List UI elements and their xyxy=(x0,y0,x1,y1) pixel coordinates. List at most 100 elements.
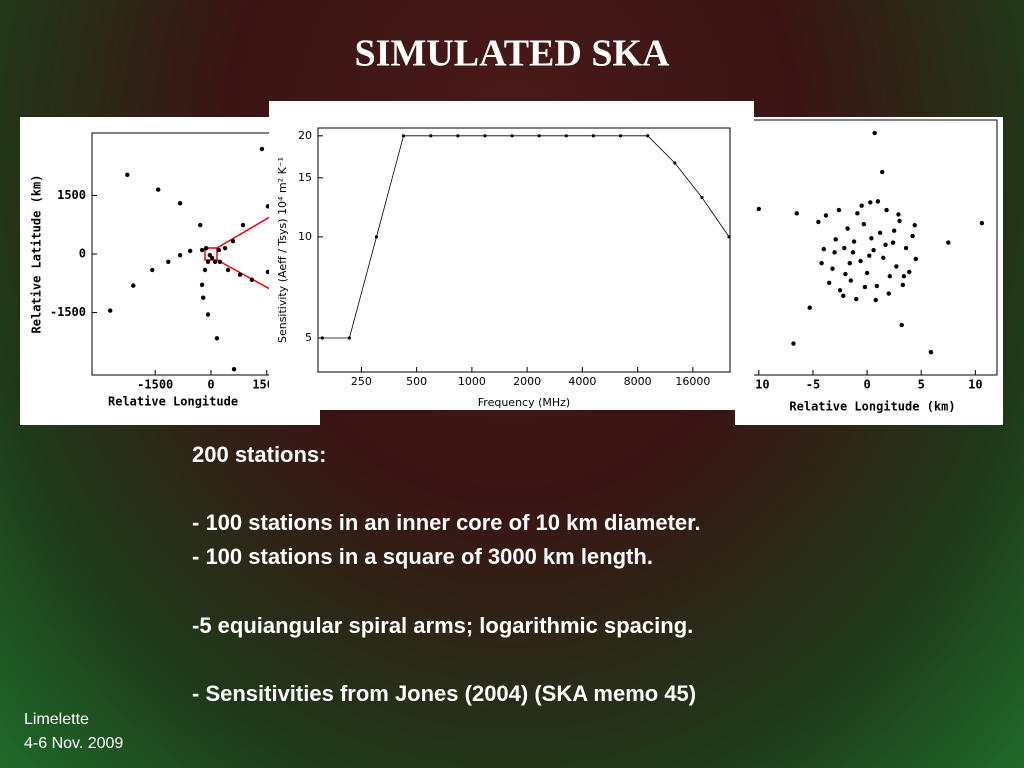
station xyxy=(877,230,883,236)
station xyxy=(946,240,951,245)
station xyxy=(979,220,985,226)
middle-panel: 250 500 1000 2000 4000 8000 16000 5 10 15 20 Freque… xyxy=(269,101,754,410)
station xyxy=(823,213,829,218)
station xyxy=(155,187,161,192)
line-point xyxy=(727,235,731,239)
station xyxy=(872,130,877,136)
sensitivity-line xyxy=(322,135,730,339)
x-tick-label: -1500 xyxy=(137,378,173,392)
station xyxy=(214,336,220,341)
x-tick-label: 8000 xyxy=(624,375,652,388)
zoom-box xyxy=(204,247,218,261)
x-tick-label: 10 xyxy=(968,378,982,392)
station xyxy=(836,207,842,213)
panel-background xyxy=(269,101,754,410)
station xyxy=(858,258,863,264)
panel-background xyxy=(735,117,1003,425)
line-point xyxy=(591,134,596,138)
station xyxy=(907,269,912,275)
station xyxy=(875,199,881,204)
station xyxy=(843,271,848,277)
x-tick-label: -5 xyxy=(806,378,820,392)
line-point xyxy=(618,134,623,138)
bullet: - 100 stations in a square of 3000 km le… xyxy=(192,544,653,569)
station xyxy=(240,222,246,228)
station xyxy=(864,270,870,276)
station xyxy=(225,267,231,273)
station xyxy=(177,201,183,206)
station xyxy=(791,341,796,346)
x-tick-label: 500 xyxy=(406,375,427,388)
station xyxy=(265,204,271,209)
station xyxy=(794,211,799,216)
y-axis-label: Sensitivity (Aeff / Tsys) 10⁴ m² K⁻¹ xyxy=(276,157,289,343)
station xyxy=(871,248,876,253)
station xyxy=(851,239,857,244)
station xyxy=(897,218,902,224)
x-tick-label: 4000 xyxy=(568,375,596,388)
station xyxy=(896,212,901,217)
station xyxy=(887,274,893,279)
station xyxy=(265,269,271,275)
station xyxy=(807,305,812,310)
line-point xyxy=(374,235,379,239)
station xyxy=(873,297,878,303)
station xyxy=(150,267,155,273)
station xyxy=(903,245,909,251)
station xyxy=(200,295,206,300)
station xyxy=(199,247,205,253)
x-tick-label: 2000 xyxy=(513,375,541,388)
line-point xyxy=(429,134,433,138)
y-tick-label: 15 xyxy=(298,171,312,184)
station xyxy=(886,291,891,296)
footer: Limelette xyxy=(24,711,89,728)
station xyxy=(890,240,896,245)
station xyxy=(855,211,860,216)
station xyxy=(842,245,847,251)
station xyxy=(868,200,873,205)
station xyxy=(187,248,193,254)
station xyxy=(259,146,265,152)
station xyxy=(859,203,864,208)
line-point xyxy=(347,336,351,340)
station xyxy=(910,233,915,239)
station xyxy=(205,312,211,317)
station xyxy=(850,250,856,255)
station xyxy=(231,366,237,372)
y-tick-label: -1500 xyxy=(50,305,86,319)
y-tick-label: 20 xyxy=(298,129,312,142)
plot-frame xyxy=(317,127,731,373)
station xyxy=(203,245,209,251)
station xyxy=(819,261,824,266)
line-point xyxy=(673,161,677,165)
station xyxy=(847,261,852,266)
line-point xyxy=(401,134,406,138)
station xyxy=(900,282,906,288)
station xyxy=(826,280,832,285)
station xyxy=(209,255,215,261)
station xyxy=(899,322,904,328)
y-tick-label: 0 xyxy=(79,247,86,261)
station xyxy=(249,277,255,282)
y-tick-label: 1500 xyxy=(57,188,86,202)
station xyxy=(848,278,854,283)
station xyxy=(867,253,872,258)
station xyxy=(862,284,868,290)
slide-title: SIMULATED SKA xyxy=(355,33,671,75)
station xyxy=(821,246,826,252)
footer: 4-6 Nov. 2009 xyxy=(24,735,123,752)
station xyxy=(166,259,171,265)
station xyxy=(108,308,113,313)
bullet: - 100 stations in an inner core of 10 km… xyxy=(192,510,701,535)
x-tick-label: 0 xyxy=(207,378,214,392)
line-point xyxy=(320,336,324,340)
station xyxy=(237,272,243,277)
station xyxy=(756,206,762,212)
line-point xyxy=(510,134,514,138)
station xyxy=(202,267,208,273)
x-tick-label: 1000 xyxy=(458,375,486,388)
line-point xyxy=(564,134,568,138)
